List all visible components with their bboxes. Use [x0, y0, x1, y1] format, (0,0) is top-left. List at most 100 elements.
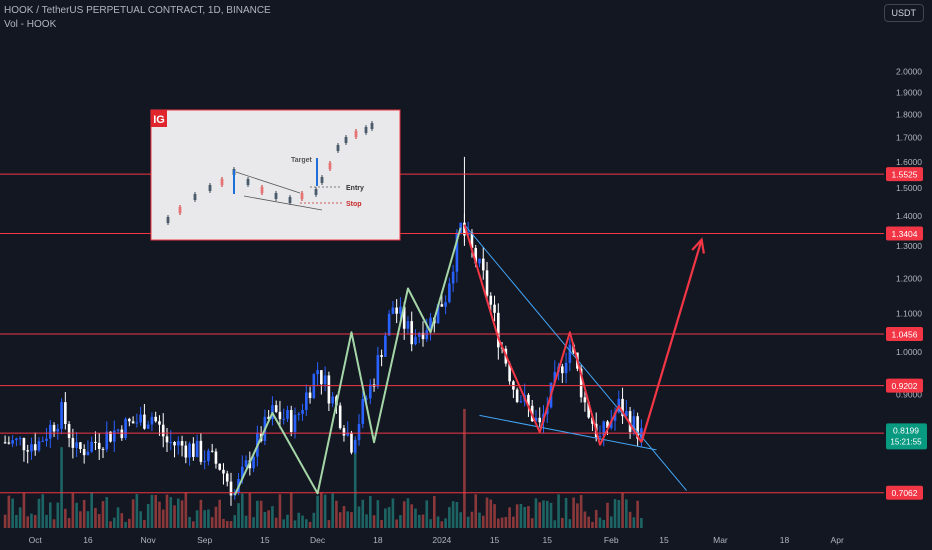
volume-bar [60, 447, 63, 528]
candle-body [86, 451, 90, 456]
inset-candle-body [320, 177, 324, 183]
volume-bar [553, 520, 557, 528]
volume-bar [583, 511, 587, 528]
candle-body [90, 441, 93, 452]
volume-bar [335, 500, 338, 528]
candle-body [165, 436, 169, 443]
volume-bar [308, 521, 312, 528]
candle-body [515, 389, 519, 402]
volume-bar [188, 516, 191, 528]
candle-body [417, 332, 421, 337]
inset-candle-body [336, 145, 340, 151]
candle-body [15, 438, 18, 441]
volume-bar [459, 512, 462, 528]
projection-arrow-head [691, 237, 705, 254]
volume-bar [410, 504, 414, 528]
horizontal-levels [0, 173, 884, 494]
volume-bar [165, 494, 169, 528]
candle-body [369, 384, 372, 399]
level-price-badge [886, 167, 923, 182]
volume-bar [282, 519, 286, 528]
zigzag-uptrend [233, 227, 462, 496]
candle-body [30, 444, 33, 452]
volume-bar [75, 502, 78, 528]
candle-body [33, 444, 37, 451]
volume-bar [116, 507, 120, 528]
volume-bar [342, 506, 346, 528]
volume-bar [527, 506, 530, 528]
volume-bar [515, 504, 519, 528]
time-tick-label: Oct [29, 535, 43, 545]
volume-bar [463, 408, 466, 528]
candle-body [278, 411, 282, 420]
current-price-label: 0.8199 [893, 425, 919, 435]
volume-bar [327, 520, 331, 528]
candle-body [139, 414, 142, 423]
candle-body [493, 304, 496, 313]
candle-body [7, 442, 11, 444]
volume-bar [82, 499, 86, 528]
candle-body [621, 398, 624, 417]
volume-bar [199, 499, 203, 528]
candle-body [527, 394, 530, 406]
volume-bar [56, 502, 60, 528]
volume-bar [323, 494, 327, 528]
volume-bar [207, 509, 210, 528]
candle-body [327, 375, 331, 404]
volume-bar [512, 516, 515, 528]
volume-bar [455, 502, 459, 528]
candle-body [376, 355, 380, 387]
price-axis-background [884, 0, 932, 550]
volume-bar [252, 517, 255, 528]
currency-button[interactable]: USDT [883, 4, 924, 22]
volume-bar [30, 513, 33, 528]
candle-body [538, 417, 542, 423]
candle-body [316, 370, 319, 375]
candle-body [636, 416, 639, 439]
volume-bar [120, 513, 124, 528]
level-price-badge [886, 378, 923, 393]
time-tick-label: 16 [83, 535, 93, 545]
inset-candle-body [178, 207, 182, 213]
candle-body [353, 440, 357, 453]
volume-bar [150, 494, 154, 528]
candle-body [625, 411, 628, 417]
candle-body [214, 451, 218, 464]
volume-bar [542, 500, 545, 528]
volume-bar [508, 507, 511, 528]
volume-bar [387, 507, 391, 528]
candle-body [414, 336, 417, 345]
volume-bar [41, 494, 45, 528]
volume-bar [26, 516, 29, 528]
volume-bar [233, 515, 237, 528]
candle-body [481, 258, 485, 271]
volume-bar [530, 518, 534, 528]
volume-bar [414, 508, 417, 528]
candle-body [406, 321, 410, 329]
volume-bar [248, 493, 252, 528]
volume-bar [399, 515, 402, 528]
volume-bar [628, 511, 632, 528]
candle-body [384, 335, 387, 357]
price-tick-label: 1.6000 [896, 157, 922, 167]
volume-bar [609, 516, 613, 528]
candle-body [602, 421, 606, 436]
candle-body [609, 420, 613, 428]
volume-bar [143, 519, 146, 528]
price-tick-label: 0.9000 [896, 390, 922, 400]
candle-body [534, 417, 538, 422]
candle-body [628, 411, 632, 432]
candle-body [94, 441, 97, 443]
candle-body [229, 481, 233, 496]
candle-body [331, 396, 334, 404]
projection-arrow-shaft [640, 239, 703, 443]
candle-body [350, 432, 353, 453]
volume-bar [97, 514, 101, 528]
volume-bar [493, 504, 496, 528]
candle-body [207, 450, 210, 462]
volume-bar [214, 506, 218, 528]
volume-bar [636, 500, 639, 528]
volume-bar [395, 519, 398, 528]
candle-body [26, 450, 29, 452]
